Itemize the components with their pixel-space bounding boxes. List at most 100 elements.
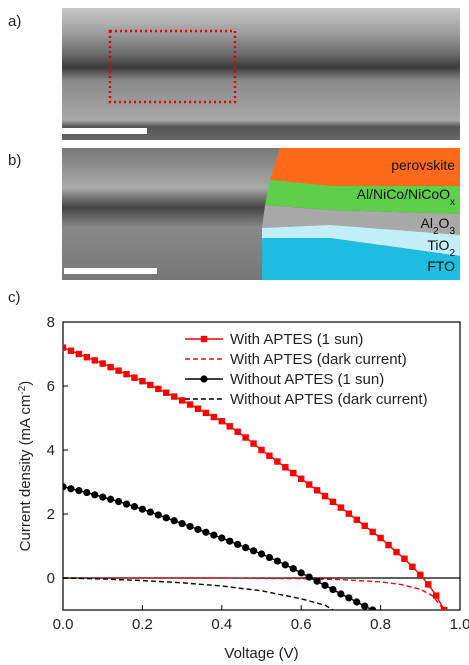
marker: [362, 523, 368, 529]
marker: [131, 503, 138, 510]
figure: a) b) c) perovskiteAl/NiCo/NiCoOxAl2O3Ti…: [0, 0, 469, 665]
x-tick-label: 1.0: [450, 616, 469, 633]
marker: [282, 561, 289, 568]
marker: [203, 410, 209, 416]
marker: [234, 429, 240, 435]
marker: [67, 485, 74, 492]
marker: [322, 493, 328, 499]
text-part: O: [439, 215, 450, 231]
marker: [346, 510, 352, 516]
series-line: [63, 578, 333, 610]
marker: [186, 523, 193, 530]
marker: [147, 508, 154, 515]
text-part: TiO: [427, 237, 449, 253]
x-tick-label: 0.0: [53, 616, 74, 633]
marker: [76, 351, 82, 357]
marker: [75, 487, 82, 494]
marker: [266, 554, 273, 561]
marker: [123, 500, 130, 507]
marker: [147, 382, 153, 388]
marker: [155, 511, 162, 518]
marker: [377, 535, 383, 541]
text-part: FTO: [427, 258, 455, 274]
y-tick-label: 8: [47, 314, 55, 331]
marker: [409, 564, 415, 570]
marker: [210, 532, 217, 539]
marker: [107, 496, 114, 503]
marker: [274, 557, 281, 564]
marker: [313, 578, 320, 585]
marker: [425, 581, 431, 587]
marker: [194, 526, 201, 533]
marker: [298, 476, 304, 482]
text-part: Current density (mA cm: [17, 395, 34, 552]
marker: [163, 390, 169, 396]
x-axis-title: Voltage (V): [224, 645, 298, 662]
marker: [92, 357, 98, 363]
layer-label: perovskite: [391, 157, 455, 173]
marker: [99, 493, 106, 500]
marker: [258, 447, 264, 453]
marker: [290, 470, 296, 476]
marker: [337, 590, 344, 597]
marker: [314, 487, 320, 493]
marker: [68, 348, 74, 354]
marker: [329, 586, 336, 593]
marker: [91, 491, 98, 498]
x-tick-label: 0.4: [211, 616, 232, 633]
marker: [393, 549, 399, 555]
marker: [266, 453, 272, 459]
panel-a-image: [62, 8, 460, 140]
marker: [155, 386, 161, 392]
text-part: ): [17, 381, 34, 386]
marker: [330, 499, 336, 505]
marker: [163, 514, 170, 521]
marker: [218, 534, 225, 541]
legend-label: With APTES (dark current): [230, 351, 407, 368]
text-part: Al: [421, 215, 433, 231]
marker: [195, 406, 201, 412]
marker: [361, 603, 368, 610]
marker: [179, 397, 185, 403]
marker: [354, 517, 360, 523]
marker: [115, 498, 122, 505]
series-line: [63, 578, 444, 610]
x-tick-label: 0.8: [370, 616, 391, 633]
marker: [385, 542, 391, 548]
marker: [219, 418, 225, 424]
marker: [353, 598, 360, 605]
y-tick-label: 2: [47, 506, 55, 523]
marker: [338, 504, 344, 510]
marker: [274, 458, 280, 464]
panel-label: b): [8, 152, 21, 169]
marker: [242, 434, 248, 440]
panel-label: c): [8, 289, 21, 306]
subscript: 2: [449, 248, 455, 259]
layer-label: FTO: [427, 258, 455, 274]
marker: [201, 336, 207, 342]
legend-label: Without APTES (dark current): [230, 391, 428, 408]
marker: [282, 464, 288, 470]
subscript: x: [450, 197, 455, 208]
marker: [100, 360, 106, 366]
series-line: [63, 487, 373, 610]
marker: [226, 538, 233, 545]
marker: [171, 517, 178, 524]
marker: [200, 375, 207, 382]
marker: [306, 481, 312, 487]
panel-label: a): [8, 13, 21, 30]
marker: [84, 354, 90, 360]
marker: [401, 556, 407, 562]
text-part: Al/NiCo/NiCoO: [357, 186, 450, 202]
marker: [179, 520, 186, 527]
text-part: perovskite: [391, 157, 455, 173]
marker: [250, 547, 257, 554]
marker: [298, 569, 305, 576]
marker: [187, 401, 193, 407]
marker: [227, 423, 233, 429]
marker: [131, 374, 137, 380]
marker: [171, 393, 177, 399]
x-tick-label: 0.2: [132, 616, 153, 633]
marker: [107, 364, 113, 370]
legend-label: Without APTES (1 sun): [230, 371, 384, 388]
